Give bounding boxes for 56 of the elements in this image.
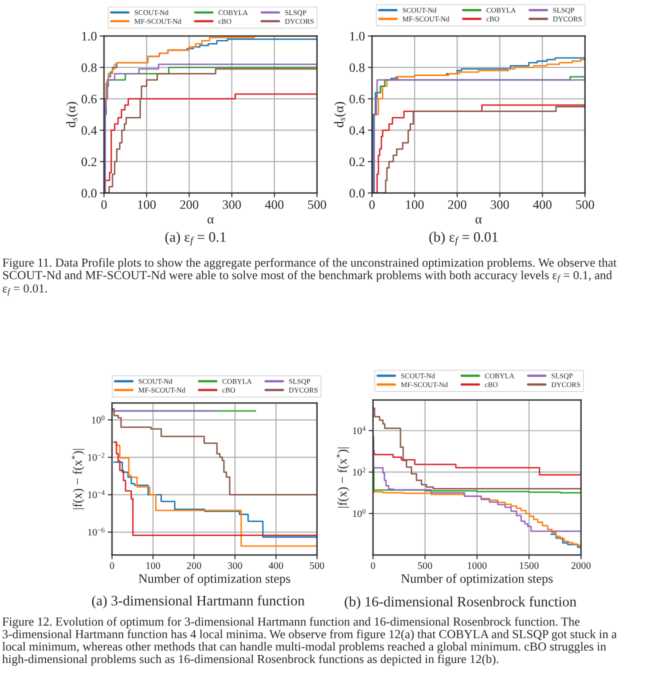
x-tick-label: 400 [268, 562, 284, 569]
text: (a) 3-dimensional Hartmann function [92, 595, 305, 608]
x-tick-label: 300 [228, 562, 242, 569]
x-tick-label: 1500 [520, 562, 539, 569]
y-tick-label: 10$^{0}$ [92, 415, 104, 424]
x-tick-label: 400 [533, 200, 552, 209]
y-tick-label: 10$^{0}$ [353, 509, 366, 518]
y-tick-label: 1.0 [82, 32, 97, 41]
x-tick-label: 0 [110, 562, 114, 569]
x-tick-label: 300 [222, 200, 241, 209]
text: (b) ε$_{f}$ = 0.01 [429, 232, 498, 246]
x-tick-label: 0 [370, 562, 376, 569]
y-tick-label: 0.0 [82, 188, 97, 198]
x-tick-label: 500 [310, 562, 324, 569]
x-tick-label: 0 [369, 200, 375, 209]
y-tick-label: 0.4 [350, 126, 365, 135]
text: (b) 16-dimensional Rosenbrock function [344, 596, 576, 610]
y-tick-label: 10$^{−4}$ [88, 490, 105, 498]
y-tick-label: 1.0 [350, 32, 365, 41]
x-tick-label: 300 [490, 200, 509, 209]
x-tick-label: 500 [308, 200, 326, 209]
y-tick-label: 0.8 [82, 63, 97, 72]
x-tick-label: 200 [186, 562, 202, 569]
x-axis-title: Number of optimization steps [401, 574, 553, 586]
y-tick-label: 10$^{4}$ [353, 426, 366, 434]
text: (a) ε$_{f}$ = 0.1 [165, 232, 226, 246]
y-axis-title: d$_{s}$(α) [66, 102, 78, 128]
x-tick-label: 1000 [468, 562, 487, 569]
x-tick-label: 100 [406, 200, 424, 209]
x-tick-label: 500 [576, 200, 594, 209]
y-tick-label: 0.8 [350, 63, 365, 72]
text: Figure 11. Data Profile plots to show the aggregate performance of the unconstrained optimization problems. We observe that SCOUT-Nd and MF-SCOUT-Nd were able to solve most of the benchmark problems with both accuracy levels ε$_{f}$ = 0.1, and ε$_{f}$ = 0.01. [2, 258, 617, 296]
x-tick-label: 2000 [571, 562, 591, 569]
y-tick-label: 10$^{−2}$ [88, 452, 104, 461]
x-axis-title: Number of optimization steps [138, 574, 290, 586]
y-tick-label: 0.6 [350, 94, 365, 104]
x-tick-label: 100 [138, 200, 156, 209]
y-tick-label: 10$^{−6}$ [88, 528, 105, 536]
y-axis-title: |f(x) − f(x$^{*}$)| [72, 449, 84, 510]
x-axis-title: α [208, 217, 214, 224]
y-tick-label: 0.4 [82, 126, 97, 135]
x-tick-label: 100 [146, 562, 160, 569]
x-tick-label: 500 [418, 562, 432, 569]
y-tick-label: 0.6 [82, 94, 97, 104]
x-tick-label: 0 [101, 200, 107, 209]
x-axis-title: α [476, 217, 482, 224]
y-axis-title: |f(x) − f(x$^{*}$)| [336, 448, 350, 508]
y-axis-title: d$_{s}$(α) [334, 102, 346, 128]
x-tick-label: 400 [265, 200, 284, 209]
y-tick-label: 10$^{2}$ [353, 468, 366, 476]
caption: Figure 12. Evolution of optimum for 3-dimensional Hartmann function and 16-dimensional Rosenbrock function. The 3-dimensional Hartmann function has 4 local minima. We observe from figure 12(a) that COBYLA and SLSQP got stuck in a local minimum, whereas other methods that can handle multi-modal problems reached a global minimum. cBO struggles in high-dimensional problems such as 16-dimensional Rosenbrock functions as depicted in figure 12(b). [2, 617, 617, 666]
y-tick-label: 0.2 [82, 158, 96, 166]
x-tick-label: 200 [180, 200, 198, 209]
x-tick-label: 200 [448, 200, 466, 209]
y-tick-label: 0.0 [350, 188, 365, 198]
y-tick-label: 0.2 [350, 158, 364, 166]
